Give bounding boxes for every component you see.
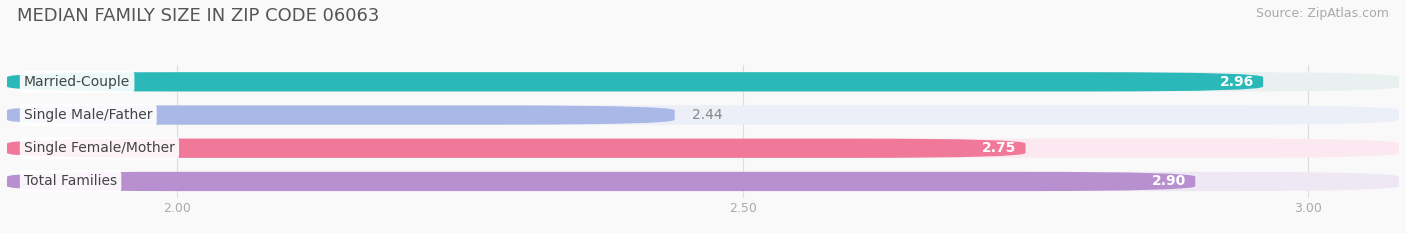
FancyBboxPatch shape [7,105,675,125]
FancyBboxPatch shape [7,105,1399,125]
Text: Single Male/Father: Single Male/Father [24,108,152,122]
Text: Total Families: Total Families [24,175,117,188]
Text: 2.75: 2.75 [983,141,1017,155]
FancyBboxPatch shape [7,172,1399,191]
Text: 2.44: 2.44 [692,108,723,122]
Text: Source: ZipAtlas.com: Source: ZipAtlas.com [1256,7,1389,20]
Text: Single Female/Mother: Single Female/Mother [24,141,174,155]
FancyBboxPatch shape [7,139,1025,158]
FancyBboxPatch shape [7,72,1399,92]
Text: 2.90: 2.90 [1152,175,1187,188]
FancyBboxPatch shape [7,172,1195,191]
Text: 2.96: 2.96 [1220,75,1254,89]
FancyBboxPatch shape [7,139,1399,158]
FancyBboxPatch shape [7,72,1263,92]
Text: MEDIAN FAMILY SIZE IN ZIP CODE 06063: MEDIAN FAMILY SIZE IN ZIP CODE 06063 [17,7,380,25]
Text: Married-Couple: Married-Couple [24,75,131,89]
